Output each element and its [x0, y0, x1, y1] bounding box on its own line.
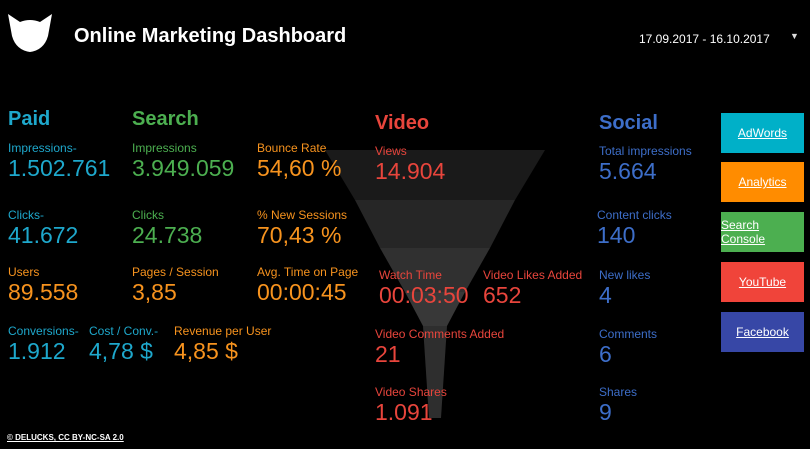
- video-views-label: Views: [375, 144, 407, 158]
- youtube-link-button[interactable]: YouTube: [721, 262, 804, 302]
- video-likes-label: Video Likes Added: [483, 268, 583, 282]
- search-clicks-value: 24.738: [132, 222, 203, 248]
- paid-impressions-label: Impressions-: [8, 141, 77, 155]
- social-shares-label: Shares: [599, 385, 638, 399]
- page-title: Online Marketing Dashboard: [74, 25, 347, 47]
- search-impressions-label: Impressions: [132, 141, 197, 155]
- search-pages-session-value: 3,85: [132, 279, 177, 305]
- paid-clicks-value: 41.672: [8, 222, 79, 248]
- video-views-value: 14.904: [375, 158, 446, 184]
- paid-conversions-label: Conversions-: [8, 324, 79, 338]
- search-clicks-label: Clicks: [132, 208, 164, 222]
- paid-revenue-user-label: Revenue per User: [174, 324, 272, 338]
- video-shares-value: 1.091: [375, 399, 433, 425]
- social-total-impressions-value: 5.664: [599, 158, 657, 184]
- search-impressions-value: 3.949.059: [132, 155, 235, 181]
- social-new-likes-label: New likes: [599, 268, 651, 282]
- paid-conversions-value: 1.912: [8, 338, 66, 364]
- social-total-impressions-label: Total impressions: [599, 144, 692, 158]
- paid-heading: Paid: [8, 108, 51, 130]
- chevron-down-icon[interactable]: ▼: [790, 31, 799, 41]
- search-pages-session-label: Pages / Session: [132, 265, 219, 279]
- social-heading: Social: [599, 112, 658, 134]
- search-avg-time-label: Avg. Time on Page: [257, 265, 359, 279]
- search-new-sessions-value: 70,43 %: [257, 222, 342, 248]
- paid-impressions-value: 1.502.761: [8, 155, 111, 181]
- social-content-clicks-value: 140: [597, 222, 636, 248]
- cat-logo-icon: [8, 14, 52, 52]
- video-shares-label: Video Shares: [375, 385, 447, 399]
- funnel-graphic: [325, 150, 545, 418]
- date-range-selector[interactable]: 17.09.2017 - 16.10.2017: [639, 32, 770, 46]
- paid-users-label: Users: [8, 265, 40, 279]
- video-comments-label: Video Comments Added: [375, 327, 505, 341]
- paid-clicks-label: Clicks-: [8, 208, 44, 222]
- social-content-clicks-label: Content clicks: [597, 208, 672, 222]
- search-new-sessions-label: % New Sessions: [257, 208, 348, 222]
- social-comments-value: 6: [599, 341, 612, 367]
- social-shares-value: 9: [599, 399, 612, 425]
- search-bounce-rate-value: 54,60 %: [257, 155, 342, 181]
- video-watch-time-value: 00:03:50: [379, 282, 469, 308]
- facebook-link-button[interactable]: Facebook: [721, 312, 804, 352]
- video-comments-value: 21: [375, 341, 401, 367]
- search-console-link-button[interactable]: Search Console: [721, 212, 804, 252]
- video-likes-value: 652: [483, 282, 522, 308]
- analytics-link-button[interactable]: Analytics: [721, 162, 804, 202]
- footer-credit-link[interactable]: © DELUCKS, CC BY-NC-SA 2.0: [7, 433, 124, 442]
- paid-users-value: 89.558: [8, 279, 79, 305]
- video-heading: Video: [375, 112, 430, 134]
- search-heading: Search: [132, 108, 199, 130]
- social-comments-label: Comments: [599, 327, 658, 341]
- paid-revenue-user-value: 4,85 $: [174, 338, 238, 364]
- social-new-likes-value: 4: [599, 282, 612, 308]
- paid-cost-conv-label: Cost / Conv.-: [89, 324, 159, 338]
- adwords-link-button[interactable]: AdWords: [721, 113, 804, 153]
- search-bounce-rate-label: Bounce Rate: [257, 141, 327, 155]
- search-avg-time-value: 00:00:45: [257, 279, 347, 305]
- video-watch-time-label: Watch Time: [379, 268, 442, 282]
- paid-cost-conv-value: 4,78 $: [89, 338, 153, 364]
